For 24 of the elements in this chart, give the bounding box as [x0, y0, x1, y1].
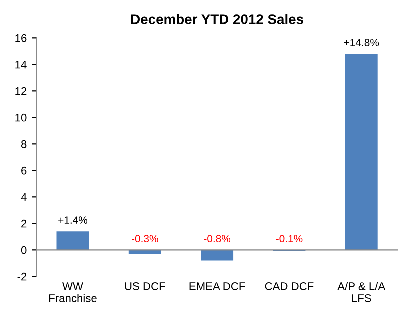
- chart-title: December YTD 2012 Sales: [132, 14, 304, 24]
- y-tick-label: 4: [21, 194, 27, 202]
- y-tick-label: 2: [22, 220, 27, 228]
- data-label: -0.1%: [276, 235, 303, 243]
- data-label: -0.8%: [204, 235, 231, 243]
- x-tick-label: EMEA DCF: [190, 282, 246, 290]
- y-tick-label: 8: [21, 140, 27, 148]
- x-tick-label: A/P & L/A LFS: [338, 282, 386, 302]
- x-tick-label: WW Franchise: [50, 282, 97, 302]
- y-tick-label: 12: [16, 87, 27, 96]
- data-label: +1.4%: [58, 216, 88, 224]
- bar: [201, 250, 234, 261]
- data-label: +14.8%: [344, 39, 380, 46]
- bar: [345, 54, 378, 250]
- y-tick-label: 16: [16, 34, 27, 42]
- y-tick-label: 0: [21, 246, 27, 254]
- x-tick-label: US DCF: [125, 282, 166, 290]
- data-label: -0.3%: [132, 235, 158, 243]
- y-tick-label: 14: [16, 61, 27, 69]
- y-tick-label: -2: [18, 272, 27, 281]
- y-tick-label: 6: [22, 166, 27, 175]
- x-tick-label: CAD DCF: [265, 282, 314, 290]
- bar: [56, 232, 90, 250]
- y-tick-label: 10: [16, 114, 27, 122]
